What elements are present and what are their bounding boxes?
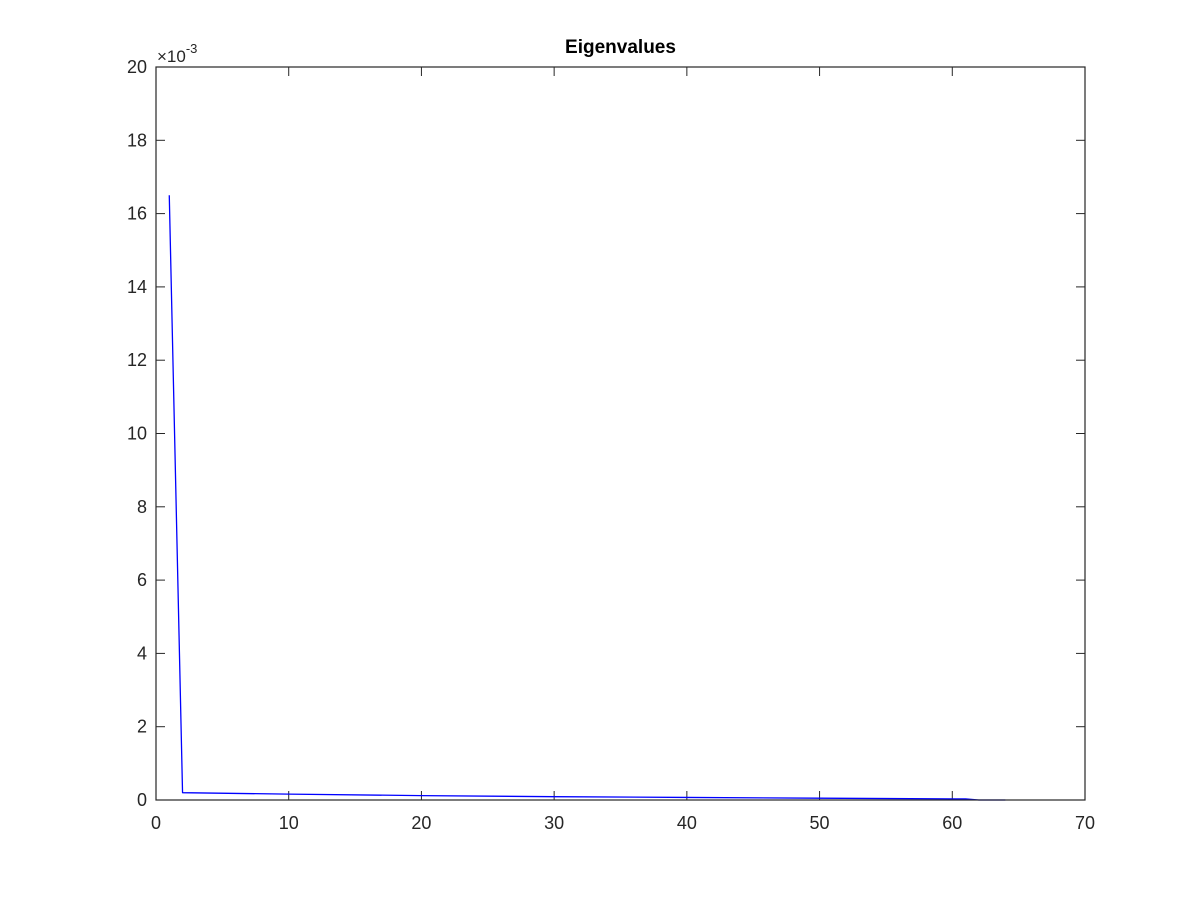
x-tick-label: 0 [151, 813, 161, 833]
y-axis-exponent: ×10-3 [157, 41, 197, 66]
y-tick-label: 8 [137, 497, 147, 517]
axes-box [155, 66, 1086, 801]
series-layer [168, 195, 1006, 801]
x-tick-label: 10 [279, 813, 299, 833]
x-tick-label: 50 [810, 813, 830, 833]
plot-area [156, 67, 1085, 800]
tick-marks [155, 66, 1086, 801]
y-tick-label: 0 [137, 790, 147, 810]
y-tick-label: 18 [127, 130, 147, 150]
series-line [168, 195, 1006, 801]
y-tick-label: 20 [127, 57, 147, 77]
y-tick-label: 16 [127, 204, 147, 224]
y-tick-label: 14 [127, 277, 147, 297]
tick-labels: 0 10 20 30 40 50 60 70 0 2 4 6 8 10 12 14 16 18 20 [127, 57, 1095, 833]
y-tick-label: 2 [137, 717, 147, 737]
y-tick-label: 10 [127, 424, 147, 444]
y-tick-label: 4 [137, 643, 147, 663]
chart-title: Eigenvalues [565, 37, 676, 58]
y-exponent-power: -3 [186, 41, 198, 56]
x-tick-label: 40 [677, 813, 697, 833]
x-tick-label: 60 [942, 813, 962, 833]
y-tick-label: 6 [137, 570, 147, 590]
x-tick-label: 70 [1075, 813, 1095, 833]
x-tick-label: 20 [411, 813, 431, 833]
y-tick-label: 12 [127, 350, 147, 370]
y-exponent-base: ×10 [157, 47, 186, 66]
x-tick-label: 30 [544, 813, 564, 833]
